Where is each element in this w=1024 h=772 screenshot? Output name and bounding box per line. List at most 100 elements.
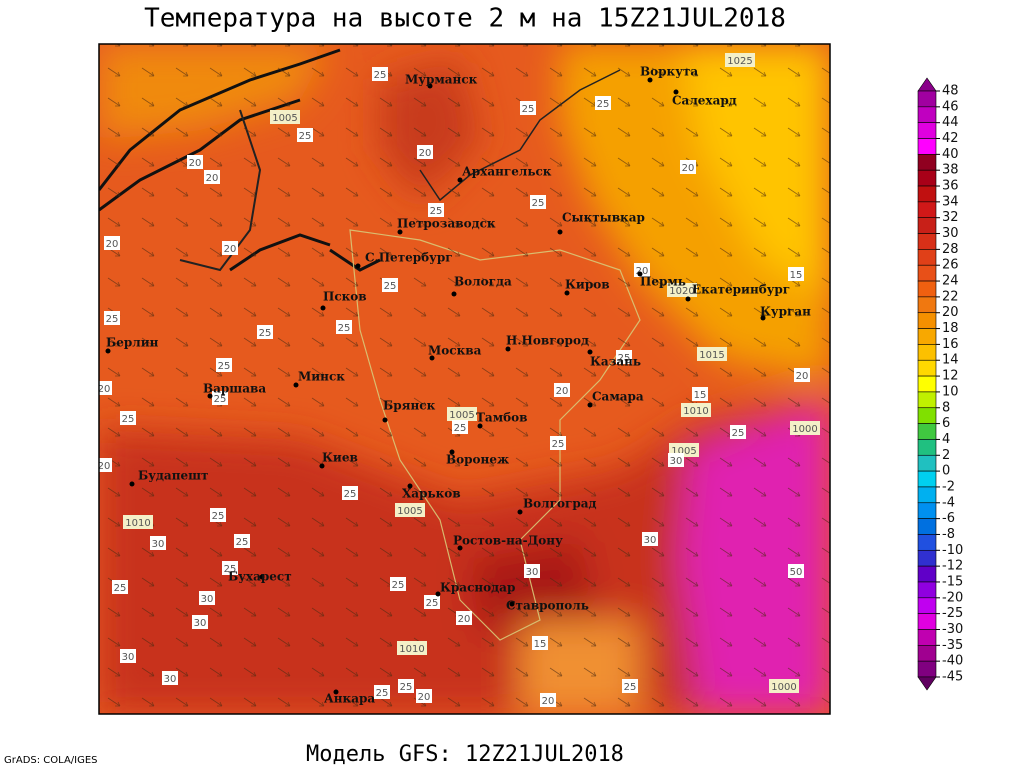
colorbar-label: 40 [942,147,959,162]
contour-label-box [150,536,166,550]
contour-label-box [297,128,313,142]
contour-label-box [270,110,300,124]
colorbar-segment [917,154,937,171]
contour-label-box [374,685,390,699]
colorbar-label: -45 [942,670,963,685]
contour-label-box [447,407,477,421]
city-dot [637,271,643,277]
contour-label-box [417,145,433,159]
colorbar-segment [917,90,937,108]
contour-label: 25 [426,598,439,609]
contour-label-box [769,679,799,693]
contour-label-box [204,170,220,184]
colorbar-segment [917,249,937,266]
colorbar-label: 48 [942,84,959,99]
colorbar-segment [917,645,937,662]
model-footer: Модель GFS: 12Z21JUL2018 [306,742,624,767]
contour-label-box [210,508,226,522]
colorbar-label: -35 [942,638,963,653]
contour-label-box [616,350,632,364]
colorbar-label: 38 [942,163,959,178]
contour-label-box [416,689,432,703]
colorbar-segment [917,613,937,630]
colorbar-segment [917,391,937,409]
city-label: Минск [298,370,345,384]
colorbar-label: -40 [942,654,963,669]
colorbar-label: -30 [942,622,963,637]
contour-label: 1000 [792,424,817,435]
contour-label: 1010 [683,406,708,417]
city-dot [673,89,679,95]
contour-label: 25 [392,580,405,591]
contour-label: 25 [114,583,127,594]
contour-label: 20 [458,614,471,625]
city-label: Ставрополь [506,599,589,613]
contour-label-box [112,580,128,594]
city-dot [355,263,361,269]
contour-label-box [595,96,611,110]
contour-label: 30 [644,535,657,546]
colorbar-label: 0 [942,464,950,479]
contour-label: 1005 [397,506,422,517]
city-dot [435,591,441,597]
city-label: Казань [590,355,641,369]
colorbar-label: -8 [942,527,955,542]
contour-label: 1025 [727,56,752,67]
contour-label-box [424,595,440,609]
contour-label-box [397,641,427,655]
colorbar-segment [917,328,937,345]
city-dot [105,348,111,354]
contour-label-box [104,311,120,325]
contour-label: 20 [796,371,809,382]
colorbar-label: -12 [942,559,963,574]
colorbar-label: 26 [942,258,959,273]
city-label: Анкара [324,692,375,706]
colorbar-label: -15 [942,574,963,589]
contour-label: 25 [212,511,225,522]
colorbar-label: -2 [942,479,955,494]
city-dot [564,290,570,296]
city-label: Архангельск [462,165,552,179]
city-label: Воркута [640,65,698,79]
city-label: Волгоград [523,497,596,511]
contour-label: 25 [522,104,535,115]
colorbar-label: 6 [942,416,950,431]
city-dot [587,402,593,408]
contour-label-box [187,155,203,169]
contour-label-box [428,203,444,217]
contour-label-box [222,241,238,255]
contour-label: 25 [430,206,443,217]
contour-label-box [382,278,398,292]
colorbar-label: 20 [942,305,959,320]
colorbar-end [917,676,937,691]
city-label: Брянск [383,399,436,413]
contour-label: 25 [344,489,357,500]
colorbar-segment [917,169,937,187]
contour-label: 1010 [125,518,150,529]
contour-label-box [104,236,120,250]
contour-label: 30 [152,539,165,550]
colorbar-label: 18 [942,321,959,336]
colorbar-label: 22 [942,289,959,304]
colorbar-segment [917,201,937,219]
contour-label-box [192,615,208,629]
contour-label: 1005 [671,446,696,457]
contour-label-box [550,436,566,450]
contour-label: 20 [206,173,219,184]
contour-label-box [790,421,820,435]
contour-label: 25 [618,353,631,364]
colorbar-segment [917,423,937,440]
contour-label: 20 [682,163,695,174]
colorbar-segment [917,407,937,424]
credit: GrADS: COLA/IGES [4,755,98,766]
city-dot [685,296,691,302]
colorbar-label: 34 [942,194,959,209]
colorbar-segment [917,138,937,155]
city-dot [333,689,339,695]
city-label: Ростов-на-Дону [453,534,563,548]
city-dot [319,463,325,469]
contour-label: 1015 [699,350,724,361]
contour-label: 25 [122,414,135,425]
colorbar-label: 42 [942,131,959,146]
colorbar-label: 8 [942,400,950,415]
